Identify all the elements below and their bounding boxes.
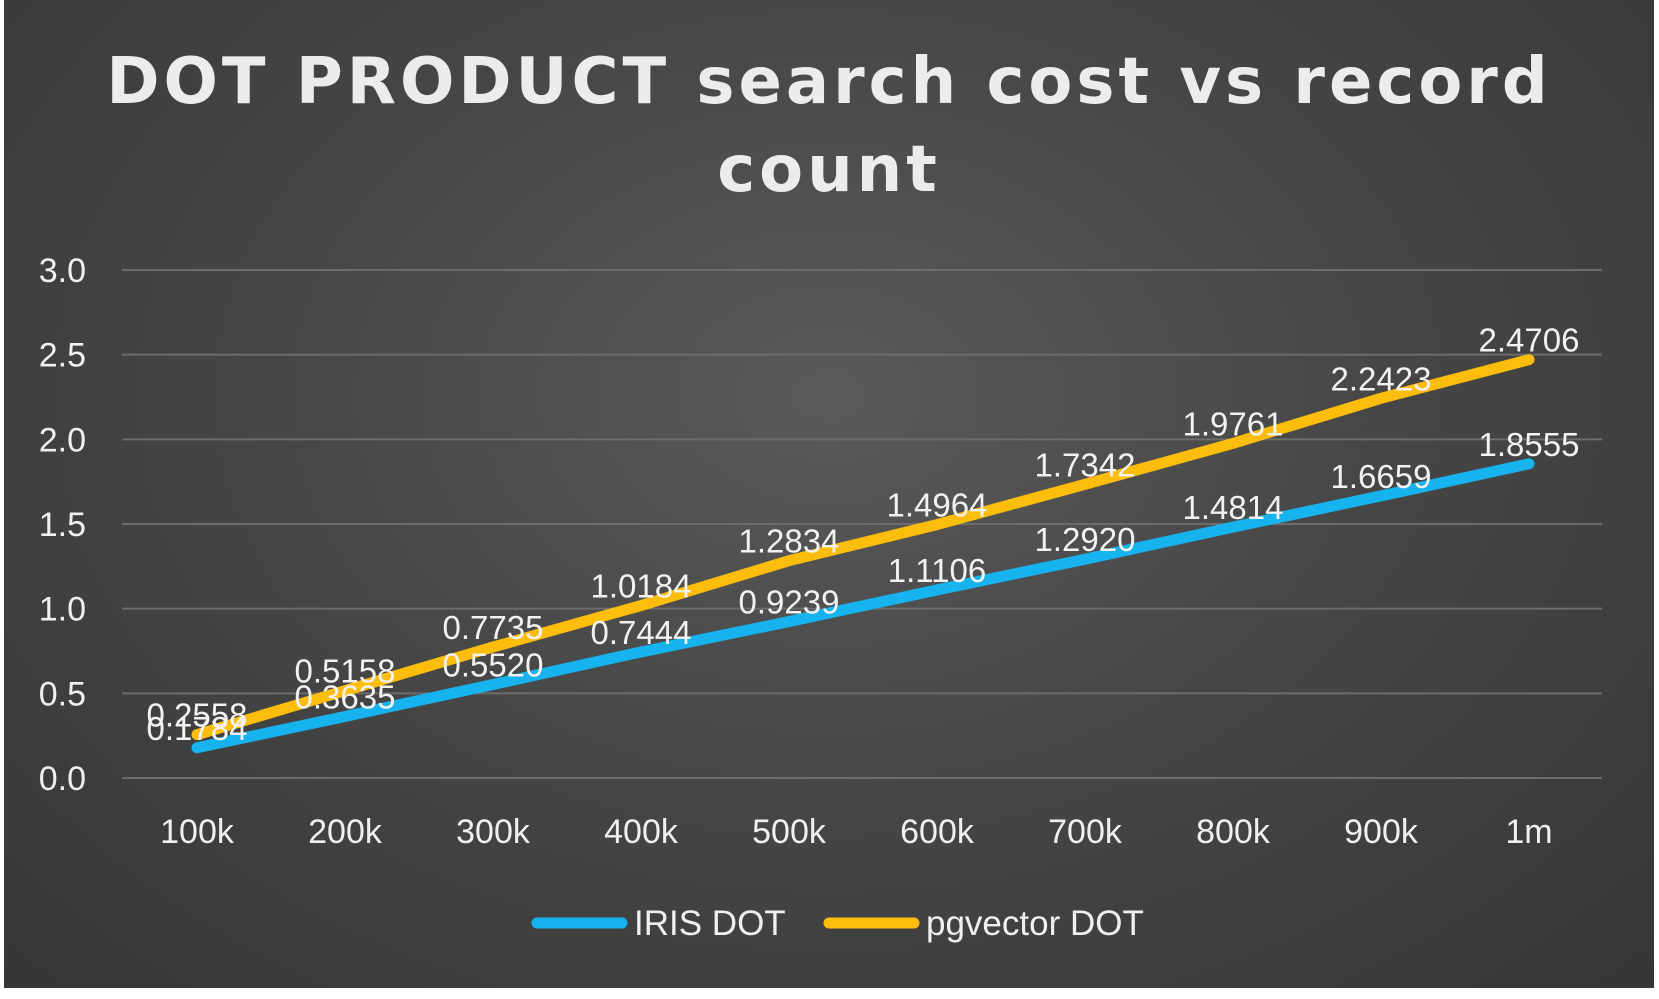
data-label: 1.4964: [887, 487, 988, 524]
x-tick-label: 900k: [1344, 813, 1419, 851]
x-tick-label: 800k: [1196, 813, 1271, 851]
y-tick-label: 0.5: [39, 675, 86, 713]
x-tick-label: 100k: [160, 813, 235, 851]
legend-label: IRIS DOT: [634, 904, 786, 943]
x-tick-label: 300k: [456, 813, 531, 851]
x-axis-ticks: 100k 200k 300k 400k 500k 600k 700k 800k 900k 1m: [160, 813, 1552, 851]
data-label: 0.7444: [591, 614, 692, 651]
data-label: 1.9761: [1183, 405, 1284, 442]
y-tick-label: 3.0: [39, 252, 86, 290]
data-label: 0.1784: [147, 710, 248, 747]
data-label: 1.6659: [1331, 458, 1432, 495]
series-line-iris-dot: [191, 458, 1535, 754]
x-tick-label: 600k: [900, 813, 975, 851]
x-tick-label: 700k: [1048, 813, 1123, 851]
data-label: 1.1106: [888, 552, 986, 589]
data-label: 1.8555: [1479, 426, 1580, 463]
data-label: 0.7735: [443, 609, 544, 646]
legend: IRIS DOT pgvector DOT: [531, 904, 1144, 943]
chart-title-line-1: DOT PRODUCT search cost vs record: [106, 45, 1552, 119]
chart-title: DOT PRODUCT search cost vs record count: [4, 38, 1654, 214]
data-label: 1.2834: [739, 523, 840, 560]
y-axis-ticks: 0.0 0.5 1.0 1.5 2.0 2.5 3.0: [39, 252, 86, 798]
y-tick-label: 2.0: [39, 421, 86, 459]
line-chart: 0.0 0.5 1.0 1.5 2.0 2.5 3.0 100k 200k 300k 400k 50…: [39, 252, 1602, 943]
data-label: 0.3635: [295, 678, 396, 715]
data-label: 2.4706: [1479, 322, 1580, 359]
data-label: 0.5520: [443, 647, 544, 684]
chart-title-line-2: count: [717, 133, 941, 207]
data-label: 0.2558: [147, 697, 248, 734]
data-label: 1.0184: [591, 568, 692, 605]
data-label: 2.2423: [1331, 360, 1432, 397]
legend-label: pgvector DOT: [926, 904, 1144, 943]
data-label: 0.5158: [295, 653, 396, 690]
data-label: 1.2920: [1035, 521, 1136, 558]
chart-frame: DOT PRODUCT search cost vs record count …: [4, 0, 1654, 988]
x-tick-label: 1m: [1505, 813, 1552, 851]
data-label: 1.7342: [1035, 446, 1136, 483]
y-tick-label: 1.0: [39, 591, 86, 629]
data-label: 0.9239: [739, 584, 840, 621]
series-lines: [191, 354, 1535, 754]
y-tick-label: 0.0: [39, 760, 86, 798]
data-labels: 0.1784 0.3635 0.5520 0.7444 0.9239 1.1106 1.29…: [147, 322, 1580, 747]
x-tick-label: 500k: [752, 813, 827, 851]
data-label: 1.4814: [1183, 489, 1284, 526]
series-line-pgvector-dot: [191, 354, 1535, 741]
y-tick-label: 2.5: [39, 337, 86, 375]
x-tick-label: 200k: [308, 813, 383, 851]
x-tick-label: 400k: [604, 813, 679, 851]
y-tick-label: 1.5: [39, 506, 86, 544]
